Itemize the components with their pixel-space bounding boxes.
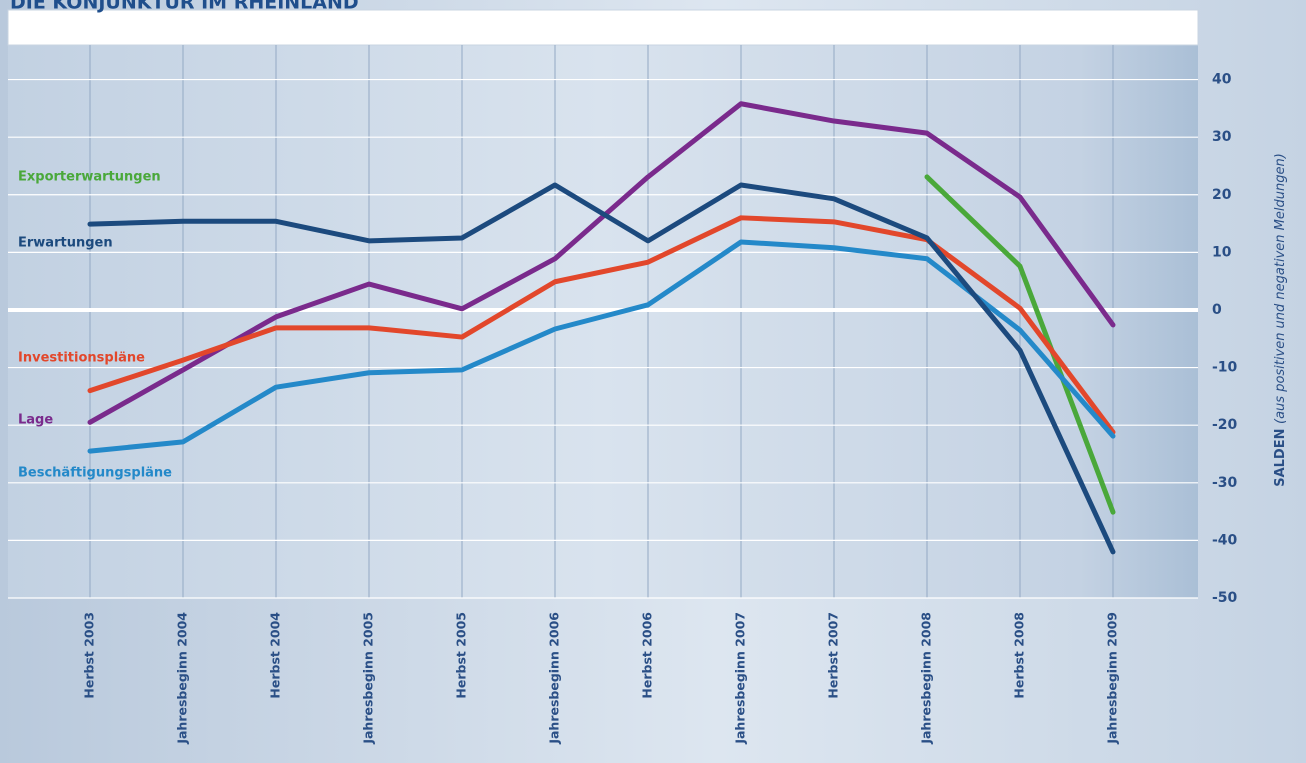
legend-label: Investitionspläne bbox=[18, 351, 145, 366]
y-tick-label: -10 bbox=[1212, 360, 1238, 376]
y-axis-label-main: SALDEN bbox=[1273, 429, 1288, 487]
x-tick-label: Jahresbeginn 2005 bbox=[361, 612, 376, 745]
chart-title: DIE KONJUNKTUR IM RHEINLAND bbox=[10, 0, 359, 14]
y-tick-label: -40 bbox=[1212, 532, 1238, 548]
x-tick-label: Herbst 2003 bbox=[82, 612, 97, 699]
x-tick-label: Herbst 2007 bbox=[826, 612, 841, 699]
x-tick-label: Herbst 2004 bbox=[268, 612, 283, 699]
y-axis-label: SALDEN (aus positiven und negativen Meld… bbox=[1273, 153, 1288, 487]
y-tick-label: -30 bbox=[1212, 475, 1238, 491]
x-tick-label: Herbst 2008 bbox=[1012, 612, 1027, 699]
x-tick-label: Herbst 2006 bbox=[640, 612, 655, 699]
y-tick-label: 30 bbox=[1212, 129, 1232, 145]
x-tick-label: Jahresbeginn 2007 bbox=[733, 612, 748, 745]
y-tick-label: -20 bbox=[1212, 417, 1238, 433]
x-tick-label: Jahresbeginn 2008 bbox=[919, 612, 934, 745]
legend-label: Beschäftigungspläne bbox=[18, 466, 172, 481]
y-tick-label: -50 bbox=[1212, 590, 1238, 606]
legend-label: Exporterwartungen bbox=[18, 170, 161, 185]
line-series bbox=[87, 182, 1116, 555]
legend-label: Erwartungen bbox=[18, 236, 113, 251]
x-tick-label: Herbst 2005 bbox=[454, 612, 469, 699]
x-tick-label: Jahresbeginn 2006 bbox=[547, 612, 562, 745]
line-series bbox=[87, 215, 1116, 435]
x-tick-label: Jahresbeginn 2009 bbox=[1105, 612, 1120, 745]
header-band bbox=[7, 9, 1199, 46]
y-tick-label: 0 bbox=[1212, 302, 1222, 318]
legend-label: Lage bbox=[18, 413, 53, 428]
y-tick-label: 20 bbox=[1212, 187, 1232, 203]
line-series bbox=[87, 239, 1116, 454]
y-axis-label-note: (aus positiven und negativen Meldungen) bbox=[1273, 153, 1288, 424]
y-tick-label: 10 bbox=[1212, 244, 1232, 260]
x-tick-label: Jahresbeginn 2004 bbox=[175, 612, 190, 745]
line-series bbox=[924, 174, 1116, 515]
line-series bbox=[87, 101, 1116, 425]
y-tick-label: 40 bbox=[1212, 72, 1232, 88]
